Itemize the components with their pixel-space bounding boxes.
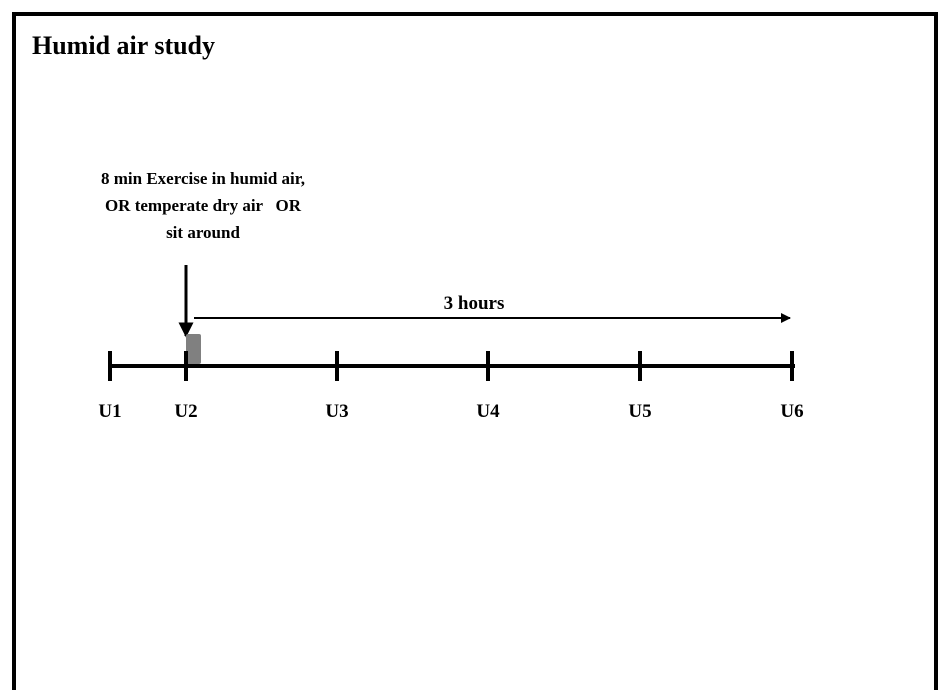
timepoint-label: U2 [174,401,197,422]
timepoint-label: U1 [98,401,121,422]
intervention-line: sit around [166,223,240,242]
intervention-line: 8 min Exercise in humid air, [101,169,305,188]
timepoint-label: U6 [780,401,803,422]
duration-label: 3 hours [444,293,505,314]
frame [12,12,938,690]
timepoint-label: U4 [476,401,500,422]
intervention-block [186,334,201,364]
intervention-line: OR temperate dry air OR [105,196,302,215]
title: Humid air study [32,31,215,60]
timepoint-label: U3 [325,401,348,422]
timepoint-label: U5 [628,401,651,422]
